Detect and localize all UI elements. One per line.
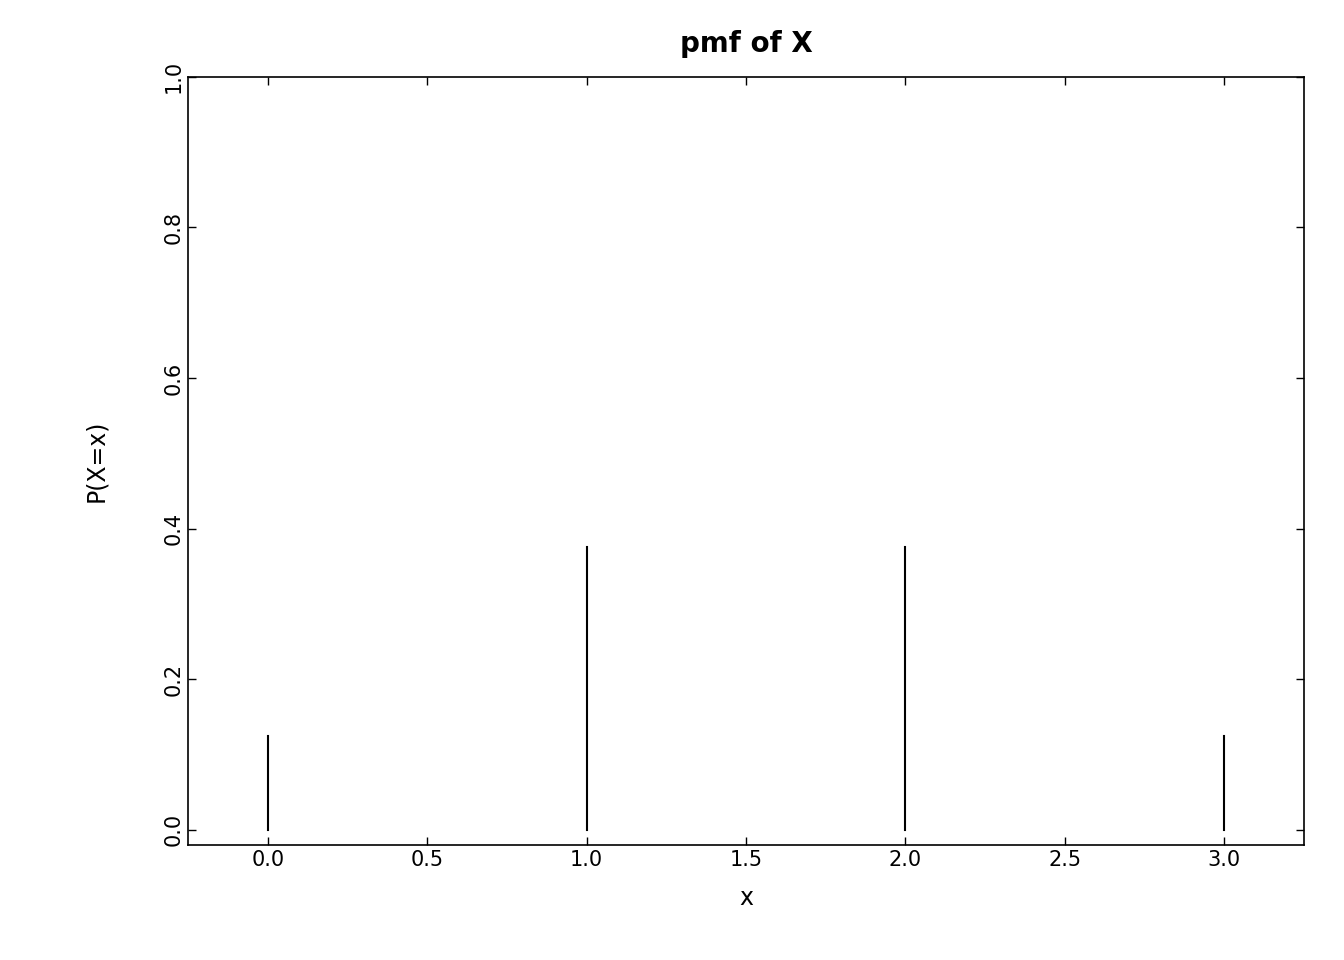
X-axis label: x: x — [739, 886, 753, 910]
Y-axis label: P(X=x): P(X=x) — [83, 420, 108, 502]
Title: pmf of X: pmf of X — [680, 30, 812, 58]
